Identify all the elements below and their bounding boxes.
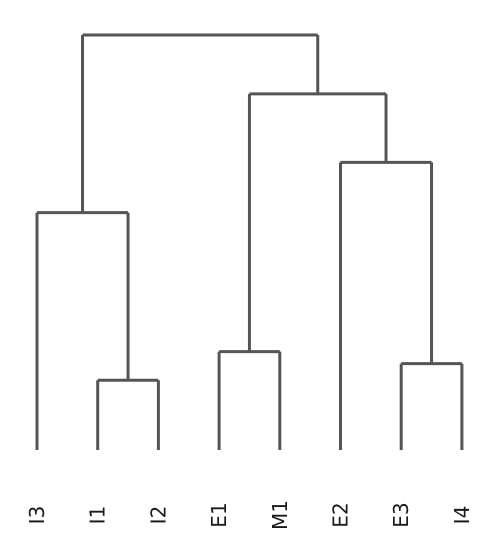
leaf-labels: I3 I1 I2 E1 M1 E2 E3 I4 xyxy=(25,500,474,530)
leaf-label-e3: E3 xyxy=(389,502,413,527)
leaf-label-i3: I3 xyxy=(25,506,49,525)
leaf-label-i1: I1 xyxy=(86,506,110,525)
leaf-label-e1: E1 xyxy=(207,502,231,527)
leaf-label-m1: M1 xyxy=(268,500,292,530)
leaf-label-i4: I4 xyxy=(450,506,474,525)
leaf-label-i2: I2 xyxy=(146,506,170,525)
leaf-label-e2: E2 xyxy=(329,502,353,527)
dendrogram-links xyxy=(35,33,464,450)
